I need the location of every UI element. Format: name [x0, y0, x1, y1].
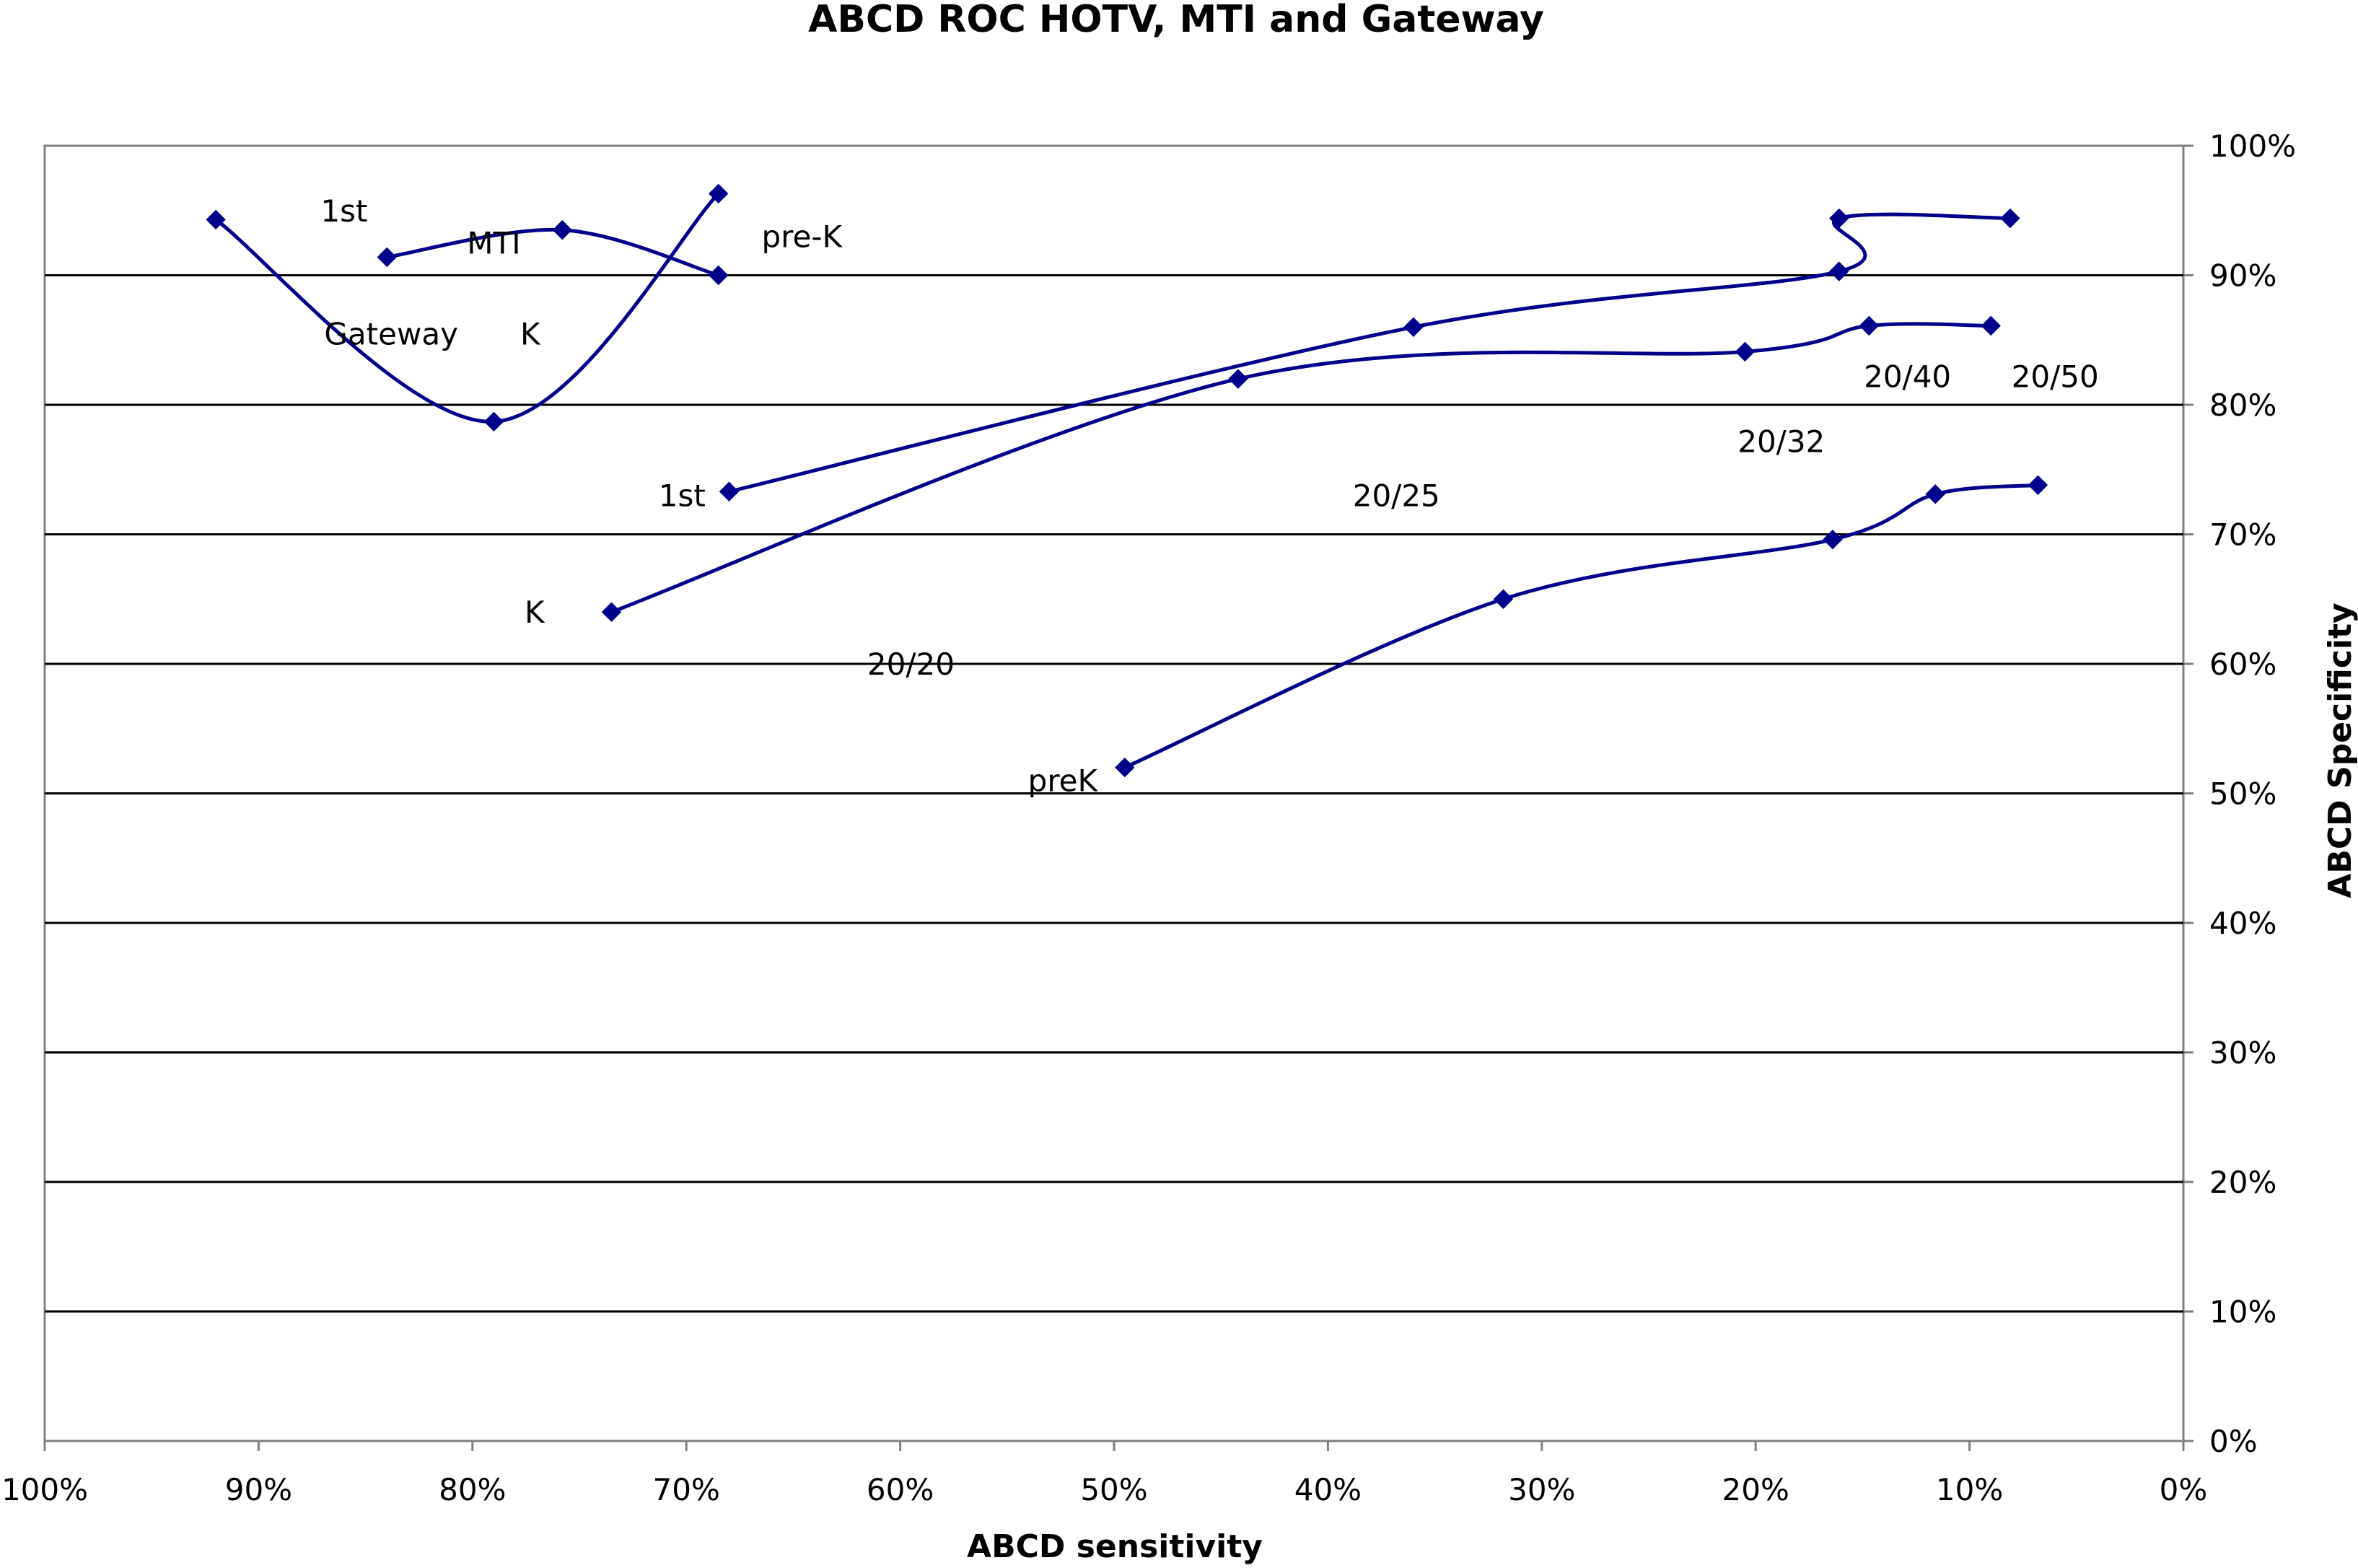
x-tick-label: 30% [1508, 1472, 1575, 1507]
data-point-marker [377, 247, 397, 268]
x-tick-label: 20% [1722, 1472, 1789, 1507]
x-tick-label: 10% [1936, 1472, 2003, 1507]
data-point-marker [1829, 208, 1849, 229]
data-point-marker [1493, 589, 1514, 609]
annotation-label: Gateway [324, 316, 458, 351]
y-tick-label: 50% [2209, 776, 2276, 812]
data-point-marker [1735, 341, 1756, 362]
annotation-label: pre-K [761, 219, 843, 255]
annotation-label: 1st [320, 193, 367, 229]
y-tick-label: 30% [2209, 1035, 2276, 1071]
annotation-label: 20/32 [1737, 424, 1825, 459]
data-point-marker [601, 602, 622, 622]
data-point-marker [1829, 261, 1849, 281]
data-point-marker [1115, 757, 1135, 778]
plot-area: 0% 10% 20% 30% 40% 50% 60% 70% 80% 90% 100% 100% 90%… [1, 128, 2296, 1507]
data-point-marker [552, 219, 572, 240]
data-point-marker [1981, 315, 2001, 336]
data-point-marker [483, 411, 504, 432]
y-tick-label: 40% [2209, 906, 2276, 941]
data-point-marker [1403, 317, 1424, 338]
data-point-marker [1925, 484, 1945, 504]
data-point-marker [1859, 315, 1879, 336]
data-point-marker [1823, 529, 1843, 550]
annotation-label: 20/50 [2012, 359, 2099, 395]
y-tick-label: 90% [2209, 258, 2276, 294]
annotation-label: MTI [467, 226, 520, 261]
x-tick-label: 60% [867, 1472, 934, 1507]
x-tick-label: 50% [1080, 1472, 1147, 1507]
y-tick-label: 100% [2209, 128, 2296, 164]
x-tick-label: 0% [2160, 1472, 2208, 1507]
y-tick-label: 70% [2209, 517, 2276, 553]
x-tick-label: 100% [1, 1472, 88, 1507]
y-axis-title: ABCD Specificity [2322, 603, 2358, 898]
annotation-label: K [520, 316, 541, 351]
y-tick-label: 80% [2209, 387, 2276, 423]
chart-title: ABCD ROC HOTV, MTI and Gateway [808, 0, 1544, 41]
x-tick-label: 90% [225, 1472, 292, 1507]
x-tick-label: 80% [439, 1472, 506, 1507]
y-tick-label: 20% [2209, 1165, 2276, 1200]
y-tick-label: 60% [2209, 647, 2276, 682]
annotation-label: 20/20 [867, 647, 955, 682]
annotation-label: K [525, 595, 545, 630]
y-tick-label: 10% [2209, 1295, 2276, 1330]
data-point-marker [2000, 208, 2020, 229]
data-point-marker [1228, 369, 1248, 389]
x-tick-label: 70% [653, 1472, 720, 1507]
data-point-marker [708, 265, 729, 286]
annotation-label: 1st [659, 478, 706, 514]
x-tick-label: 40% [1294, 1472, 1362, 1507]
x-axis-title: ABCD sensitivity [967, 1528, 1263, 1565]
y-tick-label: 0% [2209, 1424, 2258, 1459]
data-point-marker [719, 481, 740, 502]
annotation-label: preK [1028, 763, 1099, 799]
data-point-marker [708, 183, 729, 204]
data-point-marker [206, 209, 226, 230]
annotation-label: 20/40 [1864, 359, 1951, 395]
annotation-label: 20/25 [1353, 478, 1440, 514]
data-point-marker [2028, 475, 2048, 495]
